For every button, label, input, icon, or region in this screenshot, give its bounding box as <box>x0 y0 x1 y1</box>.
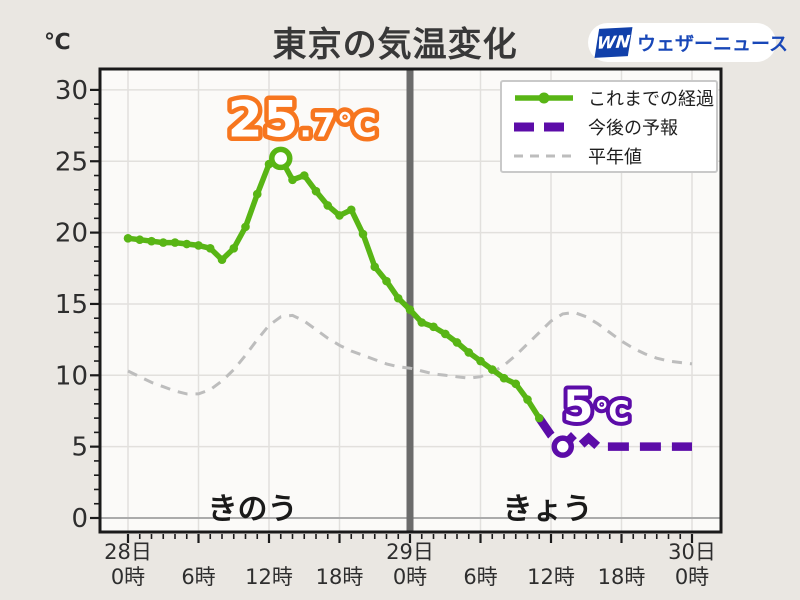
observed-marker <box>182 239 192 249</box>
legend-item-forecast: 今後の予報 <box>512 114 716 140</box>
x-tick-label: 12時 <box>245 565 293 589</box>
observed-marker <box>429 322 438 332</box>
observed-marker <box>288 175 297 185</box>
observed-marker <box>358 229 368 239</box>
y-axis-unit: ℃ <box>44 30 71 55</box>
observed-marker <box>205 243 215 253</box>
period-label-today: きょう <box>502 492 592 527</box>
y-tick-label: 5 <box>71 433 88 463</box>
forecast-temp-label: 5℃ <box>563 382 631 433</box>
forecast-line <box>535 415 692 453</box>
x-tick-label: 0時 <box>111 565 145 589</box>
brand-name: ウェザーニュース <box>636 33 789 55</box>
observed-marker <box>452 338 462 347</box>
observed-marker <box>147 236 156 246</box>
observed-marker <box>405 305 415 314</box>
y-tick-label: 25 <box>55 147 88 177</box>
chart-legend: これまでの経過 今後の予報平年値 <box>500 80 718 173</box>
observed-marker <box>311 186 321 196</box>
y-tick-label: 0 <box>71 504 88 534</box>
x-tick-label: 0時 <box>393 565 427 589</box>
observed-marker <box>170 238 180 247</box>
axis-frame <box>98 67 723 534</box>
normal-line <box>127 310 693 396</box>
forecast-min-marker <box>551 435 574 458</box>
observed-marker <box>229 243 239 253</box>
observed-marker <box>370 262 380 272</box>
observed-marker <box>323 201 333 210</box>
wn-logo-text: WN <box>595 31 632 54</box>
x-tick-label: 18時 <box>598 565 646 589</box>
observed-marker <box>123 234 133 243</box>
observed-marker <box>499 373 509 383</box>
observed-marker <box>440 329 450 339</box>
peak-temp-label: 25.7℃ <box>228 90 378 148</box>
period-label-yesterday: きのう <box>208 492 298 527</box>
observed-marker <box>194 241 203 250</box>
observed-marker <box>158 238 168 247</box>
legend-item-observed: これまでの経過 <box>512 85 716 111</box>
x-tick-label: 12時 <box>527 565 575 589</box>
peak-marker <box>269 146 293 171</box>
x-tick-day-label: 28日 <box>104 540 152 564</box>
legend-swatch-forecast <box>514 122 574 131</box>
x-tick-label: 6時 <box>463 565 497 589</box>
observed-marker <box>299 171 309 180</box>
observed-marker <box>217 255 227 265</box>
x-tick-day-label: 30日 <box>668 540 716 564</box>
legend-item-normal: 平年値 <box>512 143 716 169</box>
x-tick-label: 6時 <box>181 565 215 589</box>
observed-marker <box>476 356 485 366</box>
y-tick-label: 10 <box>55 361 88 391</box>
page-title: 東京の気温変化 <box>272 25 518 65</box>
observed-marker <box>382 276 391 286</box>
x-tick-label: 18時 <box>316 565 364 589</box>
x-tick-label: 0時 <box>675 565 709 589</box>
y-tick-label: 20 <box>55 219 88 249</box>
observed-marker <box>346 205 356 215</box>
observed-marker <box>417 318 427 327</box>
observed-marker <box>393 293 403 303</box>
observed-marker <box>252 189 262 199</box>
y-tick-label: 30 <box>55 76 88 106</box>
y-tick-label: 15 <box>55 290 88 320</box>
x-tick-day-label: 29日 <box>386 540 434 564</box>
legend-swatch-normal <box>514 154 574 157</box>
observed-marker <box>511 379 521 389</box>
observed-marker <box>534 413 544 423</box>
observed-marker <box>241 222 250 232</box>
observed-marker <box>335 211 344 220</box>
wn-logo-icon: WN <box>594 27 633 58</box>
legend-label-forecast: 今後の予報 <box>588 117 678 139</box>
legend-swatch-observed <box>515 92 573 103</box>
legend-label-observed: これまでの経過 <box>588 88 714 110</box>
weathernews-logo: WN ウェザーニュース <box>588 23 788 62</box>
observed-marker <box>523 395 532 404</box>
observed-marker <box>464 348 474 357</box>
observed-marker <box>135 235 145 245</box>
observed-marker <box>487 365 497 374</box>
legend-label-normal: 平年値 <box>588 146 642 168</box>
